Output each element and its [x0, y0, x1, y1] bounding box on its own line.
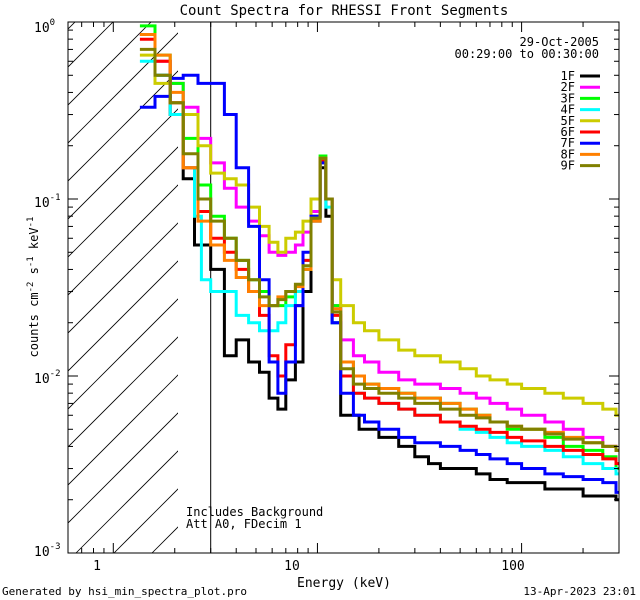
generated-by-label: Generated by hsi_min_spectra_plot.pro [2, 585, 247, 598]
legend-label: 4F [561, 103, 575, 117]
timestamp-label: 13-Apr-2023 23:01 [523, 585, 636, 598]
svg-text:10-2: 10-2 [34, 369, 61, 387]
svg-text:100: 100 [34, 18, 55, 36]
legend-label: 8F [561, 147, 575, 161]
x-tick-label: 1 [93, 559, 101, 574]
legend-label: 3F [561, 91, 575, 105]
x-tick-label: 10 [284, 559, 300, 574]
y-tick-label: 10-1 [34, 193, 61, 211]
series-line-7F [139, 73, 619, 494]
svg-text:10-1: 10-1 [34, 193, 61, 211]
x-axis-label: Energy (keV) [297, 576, 391, 591]
axis-ticks [68, 21, 620, 554]
y-tick-label: 10-3 [34, 542, 61, 560]
chart-title: Count Spectra for RHESSI Front Segments [180, 3, 509, 19]
date-label: 29-Oct-2005 [520, 35, 599, 49]
time-range-label: 00:29:00 to 00:30:00 [455, 47, 600, 61]
attenuator-note: Att A0, FDecim 1 [186, 517, 302, 531]
legend-label: 5F [561, 114, 575, 128]
legend-label: 7F [561, 136, 575, 150]
y-tick-label: 10-2 [34, 369, 61, 387]
y-tick-label: 100 [34, 18, 55, 36]
plot-frame [67, 21, 620, 554]
low-energy-hatch-region [68, 22, 178, 553]
legend-label: 6F [561, 125, 575, 139]
svg-text:counts cm-2 s-1 keV-1: counts cm-2 s-1 keV-1 [26, 217, 41, 358]
legend-label: 2F [561, 80, 575, 94]
x-tick-label: 100 [501, 559, 524, 574]
legend-label: 1F [561, 69, 575, 83]
y-axis-label: counts cm-2 s-1 keV-1 [26, 217, 41, 358]
svg-text:10-3: 10-3 [34, 542, 61, 560]
background-note: Includes Background [186, 505, 323, 519]
series-line-9F [139, 47, 619, 452]
legend-label: 9F [561, 159, 575, 173]
